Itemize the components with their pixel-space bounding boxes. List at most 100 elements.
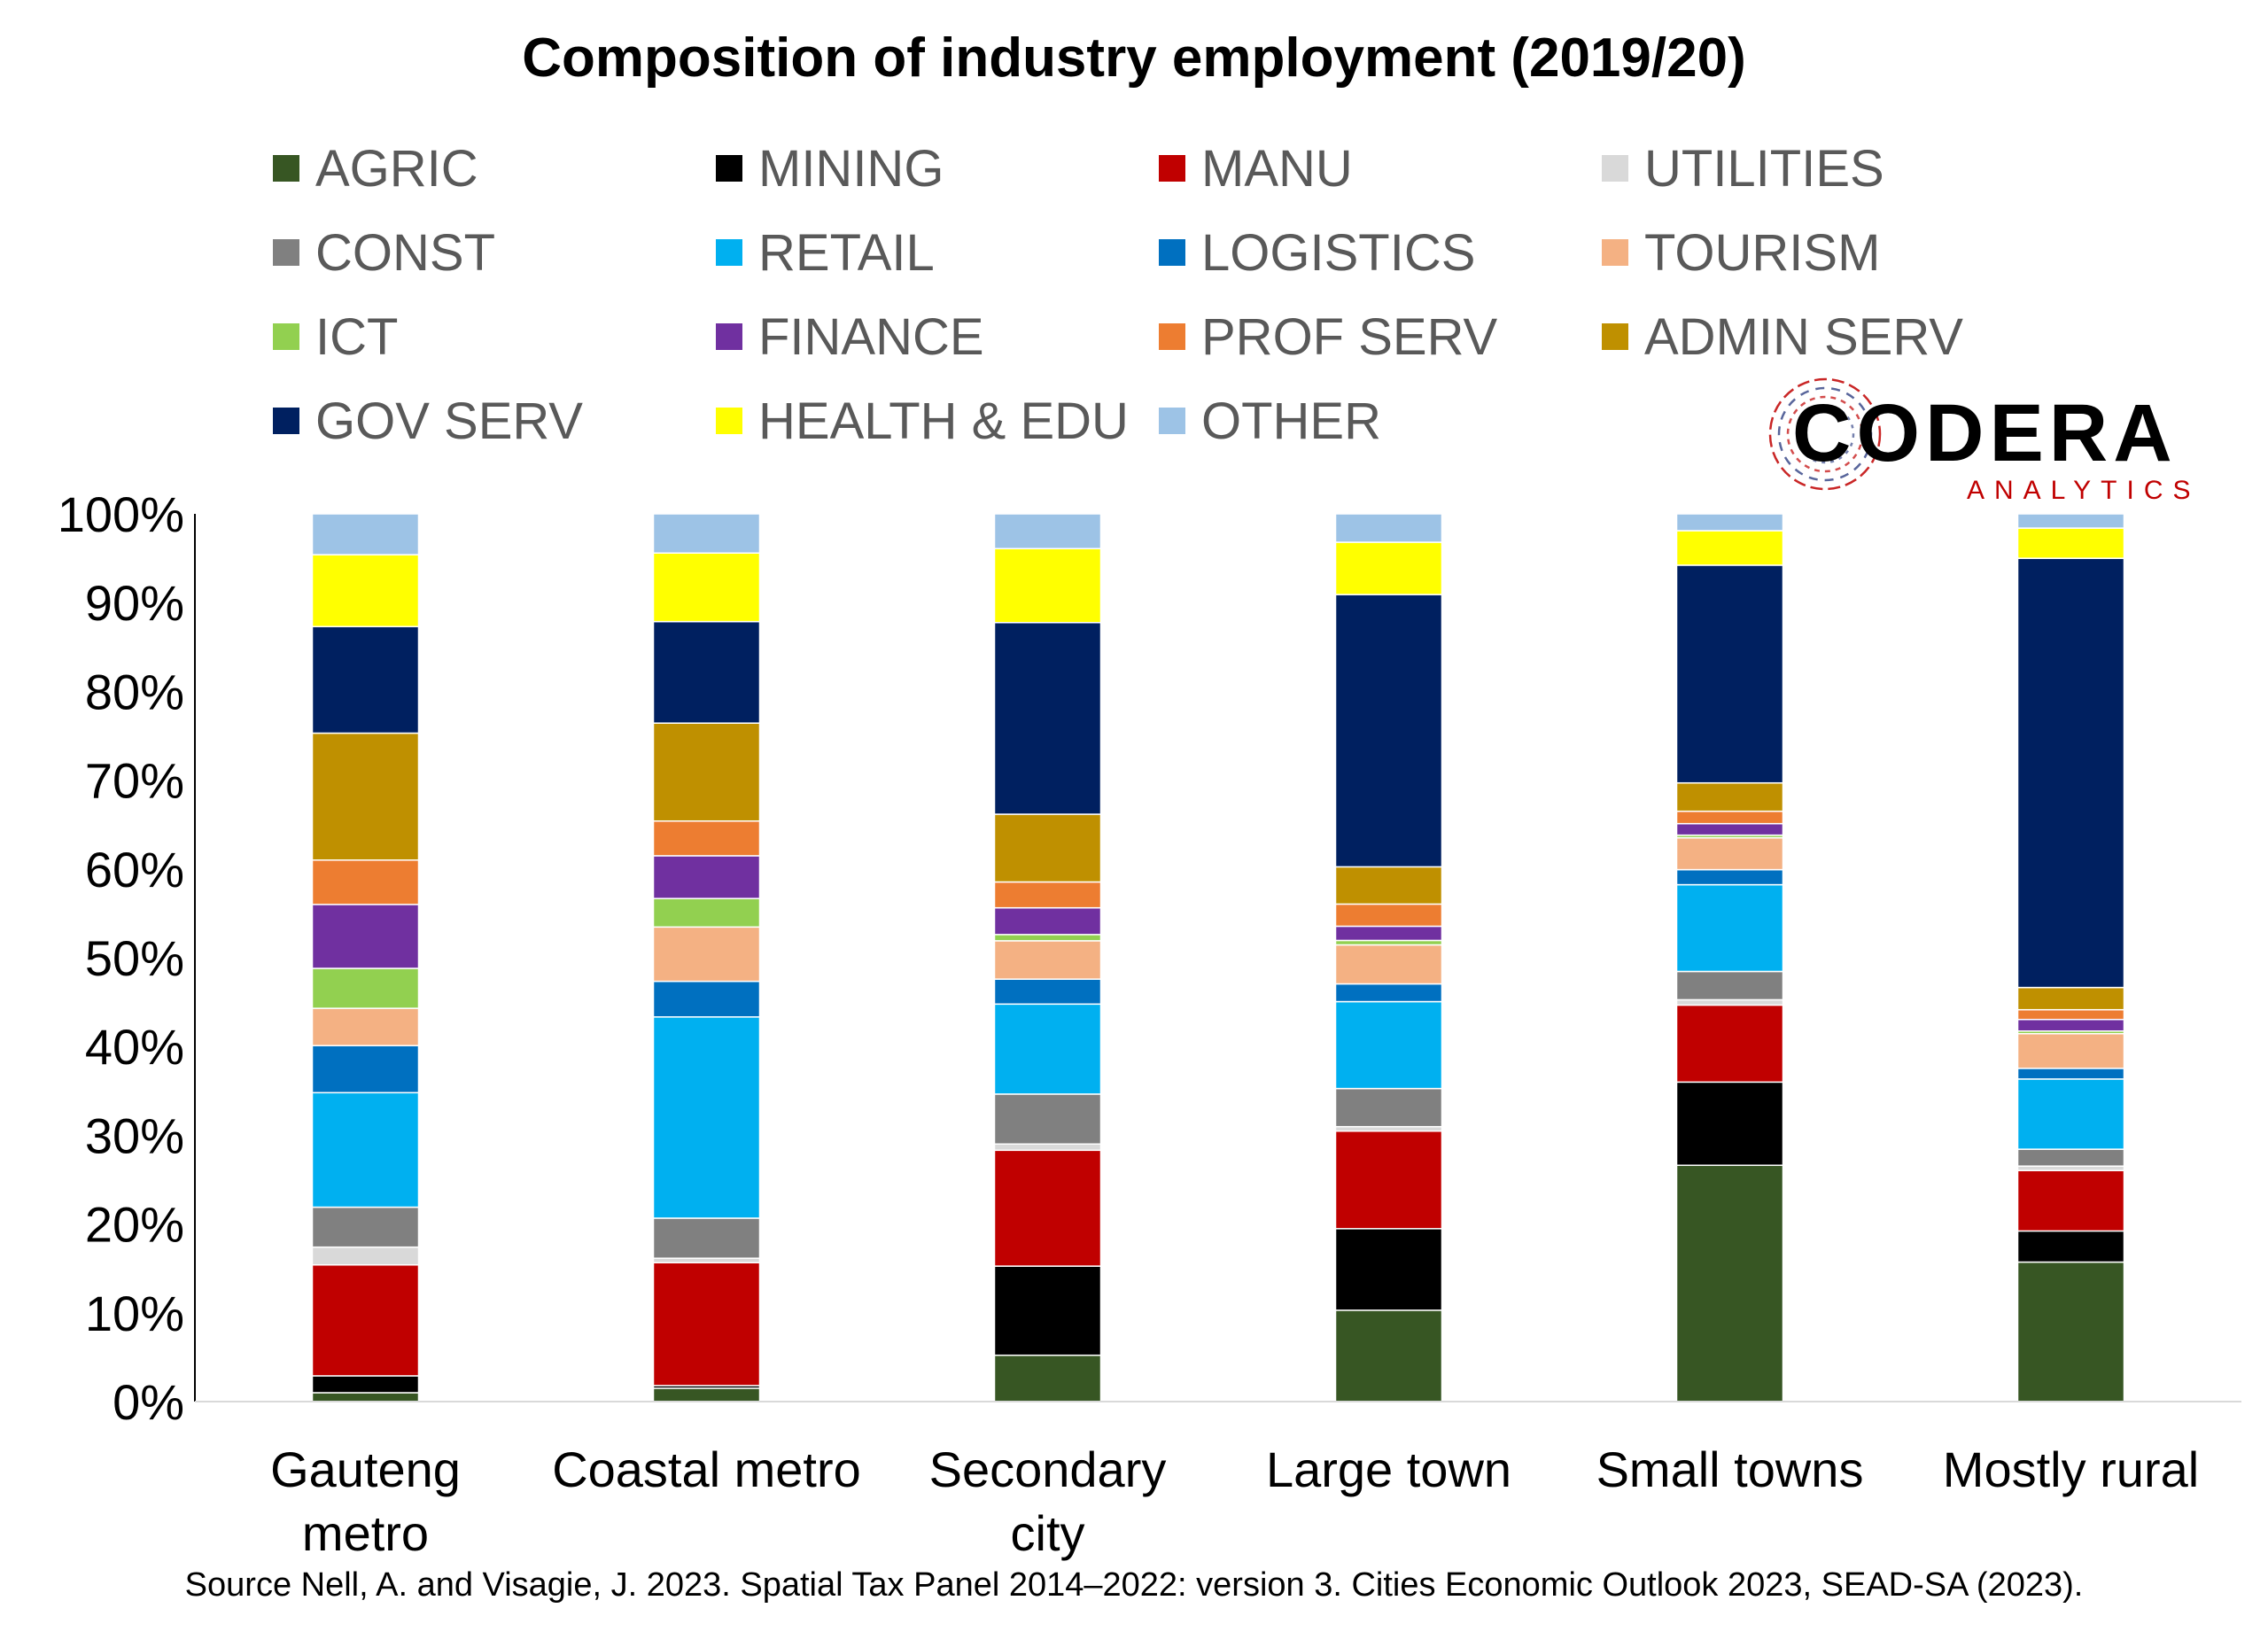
legend-swatch bbox=[1602, 323, 1628, 350]
bar-segment-utilities bbox=[311, 1246, 420, 1266]
bar-segment-admin-serv bbox=[2016, 986, 2125, 1011]
bar-segment-retail bbox=[993, 1003, 1102, 1095]
bar-segment-other bbox=[652, 513, 761, 554]
bar-segment-agric bbox=[993, 1354, 1102, 1402]
bar-segment-other bbox=[993, 513, 1102, 549]
y-axis: 0% 10% 20% 30% 40% 50% 60% 70% 80% 90% 100% bbox=[58, 486, 196, 1430]
legend-swatch bbox=[273, 323, 299, 350]
logo-name: CODERA bbox=[1792, 388, 2178, 478]
bar-segment-gov-serv bbox=[1675, 564, 1784, 784]
bar-stack-small-towns bbox=[1675, 513, 1784, 1402]
bar-segment-const bbox=[1675, 970, 1784, 1001]
legend-label: ADMIN SERV bbox=[1644, 307, 1963, 366]
legend-label: RETAIL bbox=[758, 223, 935, 282]
bar-segment-retail bbox=[2016, 1078, 2125, 1150]
legend-swatch bbox=[1159, 408, 1185, 434]
legend-label: HEALTH & EDU bbox=[758, 392, 1129, 450]
bar-segment-finance bbox=[652, 855, 761, 899]
bar-segment-mining bbox=[311, 1375, 420, 1394]
bar-segment-utilities bbox=[1675, 998, 1784, 1006]
bar-stack-secondary-city bbox=[993, 513, 1102, 1402]
logo-sub: ANALYTICS bbox=[1967, 476, 2201, 505]
legend-item-ict: ICT bbox=[273, 301, 398, 372]
bar-segment-finance bbox=[2016, 1018, 2125, 1032]
legend-item-logistics: LOGISTICS bbox=[1159, 217, 1475, 288]
bar-segment-logistics bbox=[652, 980, 761, 1018]
bar-segment-utilities bbox=[1334, 1125, 1443, 1132]
y-tick-label: 10% bbox=[85, 1286, 184, 1341]
legend-label: GOV SERV bbox=[315, 392, 583, 450]
bar-segment-utilities bbox=[2016, 1165, 2125, 1171]
legend-swatch bbox=[1602, 155, 1628, 182]
bar-segment-retail bbox=[652, 1016, 761, 1219]
legend-label: AGRIC bbox=[315, 139, 478, 198]
bar-segment-mining bbox=[2016, 1230, 2125, 1263]
legend-swatch bbox=[716, 239, 742, 266]
bar-segment-ict bbox=[1334, 939, 1443, 946]
bar-segment-manu bbox=[1675, 1004, 1784, 1084]
legend-item-prof-serv: PROF SERV bbox=[1159, 301, 1497, 372]
bar-segment-other bbox=[311, 513, 420, 555]
bar-segment-gov-serv bbox=[2016, 557, 2125, 989]
bar-segment-prof-serv bbox=[311, 859, 420, 905]
legend-item-agric: AGRIC bbox=[273, 133, 478, 204]
bar-stack-coastal-metro bbox=[652, 513, 761, 1402]
legend-swatch bbox=[716, 323, 742, 350]
legend-item-health-and-edu: HEALTH & EDU bbox=[716, 385, 1129, 456]
legend-label: PROF SERV bbox=[1201, 307, 1498, 366]
y-tick-label: 20% bbox=[85, 1197, 184, 1253]
x-tick-label: Small towns bbox=[1596, 1441, 1864, 1497]
bar-segment-agric bbox=[1675, 1164, 1784, 1402]
bar-segment-admin-serv bbox=[1675, 781, 1784, 812]
chart-title: Composition of industry employment (2019… bbox=[522, 27, 1746, 89]
bar-segment-admin-serv bbox=[311, 732, 420, 861]
source-note: Source Nell, A. and Visagie, J. 2023. Sp… bbox=[184, 1566, 2084, 1604]
legend-swatch bbox=[1159, 155, 1185, 182]
bar-segment-mining bbox=[993, 1265, 1102, 1356]
legend-label: MANU bbox=[1201, 139, 1353, 198]
x-tick-label: Coastal metro bbox=[552, 1441, 861, 1497]
legend-label: TOURISM bbox=[1644, 223, 1881, 282]
legend-item-utilities: UTILITIES bbox=[1602, 133, 1884, 204]
legend-item-other: OTHER bbox=[1159, 385, 1381, 456]
x-tick-label-line: Secondary bbox=[929, 1441, 1167, 1497]
bar-segment-finance bbox=[993, 906, 1102, 936]
bar-segment-prof-serv bbox=[652, 820, 761, 857]
bar-segment-const bbox=[993, 1093, 1102, 1146]
legend-label: UTILITIES bbox=[1644, 139, 1884, 198]
bar-segment-prof-serv bbox=[1675, 810, 1784, 825]
y-tick-label: 0% bbox=[113, 1374, 184, 1430]
bar-segment-const bbox=[2016, 1148, 2125, 1167]
bar-segment-other bbox=[1675, 513, 1784, 532]
bar-segment-prof-serv bbox=[1334, 903, 1443, 928]
bar-segment-health-and-edu bbox=[1334, 541, 1443, 595]
bar-segment-health-and-edu bbox=[311, 554, 420, 628]
x-axis: Gauteng metro Coastal metro Secondary city La… bbox=[195, 1401, 2241, 1561]
bar-segment-utilities bbox=[652, 1257, 761, 1263]
legend-swatch bbox=[273, 408, 299, 434]
y-tick-label: 70% bbox=[85, 753, 184, 809]
bar-segment-ict bbox=[993, 934, 1102, 942]
bar-segment-tourism bbox=[1675, 836, 1784, 871]
y-tick-label: 30% bbox=[85, 1107, 184, 1163]
bar-segment-const bbox=[1334, 1087, 1443, 1128]
bar-segment-agric bbox=[652, 1387, 761, 1402]
codera-analytics-logo: CODERA ANALYTICS bbox=[1768, 377, 2201, 505]
bar-segment-retail bbox=[1334, 1000, 1443, 1090]
bar-segment-admin-serv bbox=[1334, 866, 1443, 905]
legend-swatch bbox=[1159, 323, 1185, 350]
x-tick-label-line: metro bbox=[302, 1505, 429, 1561]
bar-stack-large-town bbox=[1334, 513, 1443, 1402]
legend-label: CONST bbox=[315, 223, 495, 282]
legend-item-admin-serv: ADMIN SERV bbox=[1602, 301, 1963, 372]
bar-segment-tourism bbox=[993, 940, 1102, 980]
bar-segment-mining bbox=[1334, 1228, 1443, 1311]
x-tick-label-line: Large town bbox=[1266, 1441, 1511, 1497]
bar-segment-finance bbox=[1334, 925, 1443, 942]
legend-item-manu: MANU bbox=[1159, 133, 1353, 204]
bar-segment-retail bbox=[311, 1092, 420, 1208]
bar-segment-health-and-edu bbox=[652, 552, 761, 623]
legend-label: OTHER bbox=[1201, 392, 1381, 450]
bar-segment-other bbox=[1334, 513, 1443, 543]
